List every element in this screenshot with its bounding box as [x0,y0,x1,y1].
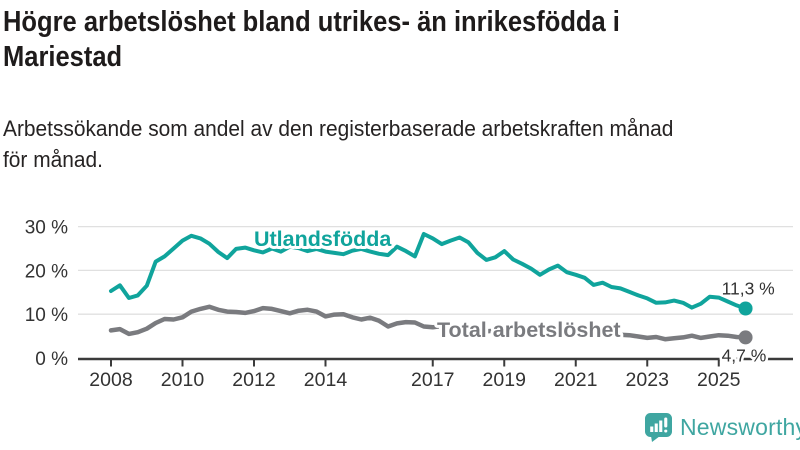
y-axis-tick-label: 20 % [25,261,68,282]
x-axis-tick-label: 2019 [483,369,526,391]
newsworthy-bubble-icon [645,413,672,442]
x-axis-tick-label: 2023 [626,369,669,391]
bubble-tail [651,436,660,442]
y-axis-tick-label: 0 % [35,349,68,370]
series-end-dot [738,301,753,316]
series-line-total [108,304,748,342]
title-line-2: Mariestad [3,41,123,73]
newsworthy-logo: Newsworthy [644,412,800,442]
x-axis-tick-label: 2008 [89,369,132,391]
series-line-utlandsfodda [109,232,748,311]
x-axis-tick-label: 2012 [232,369,275,391]
x-axis-tick-label: 2010 [161,369,205,391]
series-end-dot [738,330,753,345]
x-axis-tick-label: 2021 [554,369,597,391]
title-line-1: Högre arbetslöshet bland utrikes- än inr… [3,6,620,38]
x-axis-tick-label: 2017 [411,369,454,391]
line-chart: 30 % 20 % 10 % 0 % 2008 2010 2012 2014 2017 2019 2… [25,218,793,391]
series-end-value-label: 4,7 % [722,345,767,365]
subtitle-line-2: för månad. [3,147,103,172]
page-title: Högre arbetslöshet bland utrikes- än inr… [3,5,795,75]
mini-barchart-icon [650,420,663,432]
series-label: Total arbetslöshet [437,318,621,342]
exclamation-icon [664,417,668,433]
series-end-value-label: 11,3 % [722,279,775,299]
x-axis-tick-label: 2025 [697,369,741,391]
subtitle-line-1: Arbetssökande som andel av den registerb… [3,116,674,141]
y-axis-tick-label: 30 % [25,218,68,239]
series-label: Utlandsfödda [254,227,392,251]
x-axis-tick-label: 2014 [304,369,348,391]
chart-subtitle: Arbetssökande som andel av den registerb… [3,113,800,175]
y-axis-tick-label: 10 % [25,305,68,326]
newsworthy-wordmark: Newsworthy [680,413,800,440]
